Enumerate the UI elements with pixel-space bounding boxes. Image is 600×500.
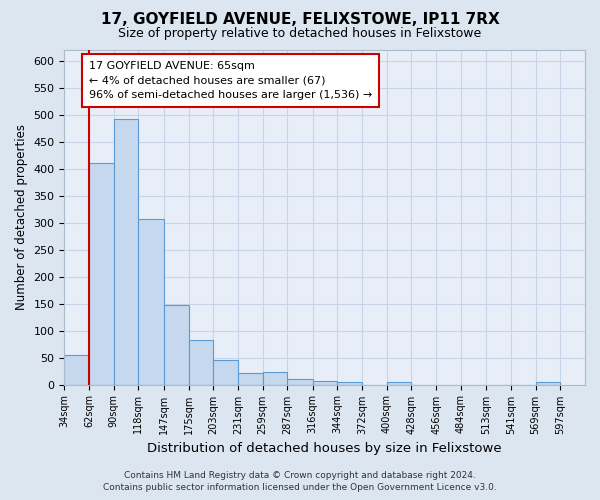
Text: 17 GOYFIELD AVENUE: 65sqm
← 4% of detached houses are smaller (67)
96% of semi-d: 17 GOYFIELD AVENUE: 65sqm ← 4% of detach…	[89, 61, 373, 100]
X-axis label: Distribution of detached houses by size in Felixstowe: Distribution of detached houses by size …	[148, 442, 502, 455]
Bar	[313, 381, 337, 384]
Bar	[263, 372, 287, 384]
Text: 17, GOYFIELD AVENUE, FELIXSTOWE, IP11 7RX: 17, GOYFIELD AVENUE, FELIXSTOWE, IP11 7R…	[101, 12, 499, 28]
Bar	[188, 340, 213, 384]
Bar	[238, 372, 263, 384]
Bar	[64, 355, 89, 384]
Bar	[337, 382, 362, 384]
Text: Size of property relative to detached houses in Felixstowe: Size of property relative to detached ho…	[118, 28, 482, 40]
Bar	[213, 360, 238, 384]
Bar	[287, 379, 313, 384]
Bar	[164, 304, 188, 384]
Bar	[89, 164, 114, 384]
Bar	[536, 382, 560, 384]
Bar	[387, 382, 412, 384]
Text: Contains HM Land Registry data © Crown copyright and database right 2024.
Contai: Contains HM Land Registry data © Crown c…	[103, 471, 497, 492]
Bar	[114, 118, 139, 384]
Bar	[139, 219, 164, 384]
Y-axis label: Number of detached properties: Number of detached properties	[15, 124, 28, 310]
